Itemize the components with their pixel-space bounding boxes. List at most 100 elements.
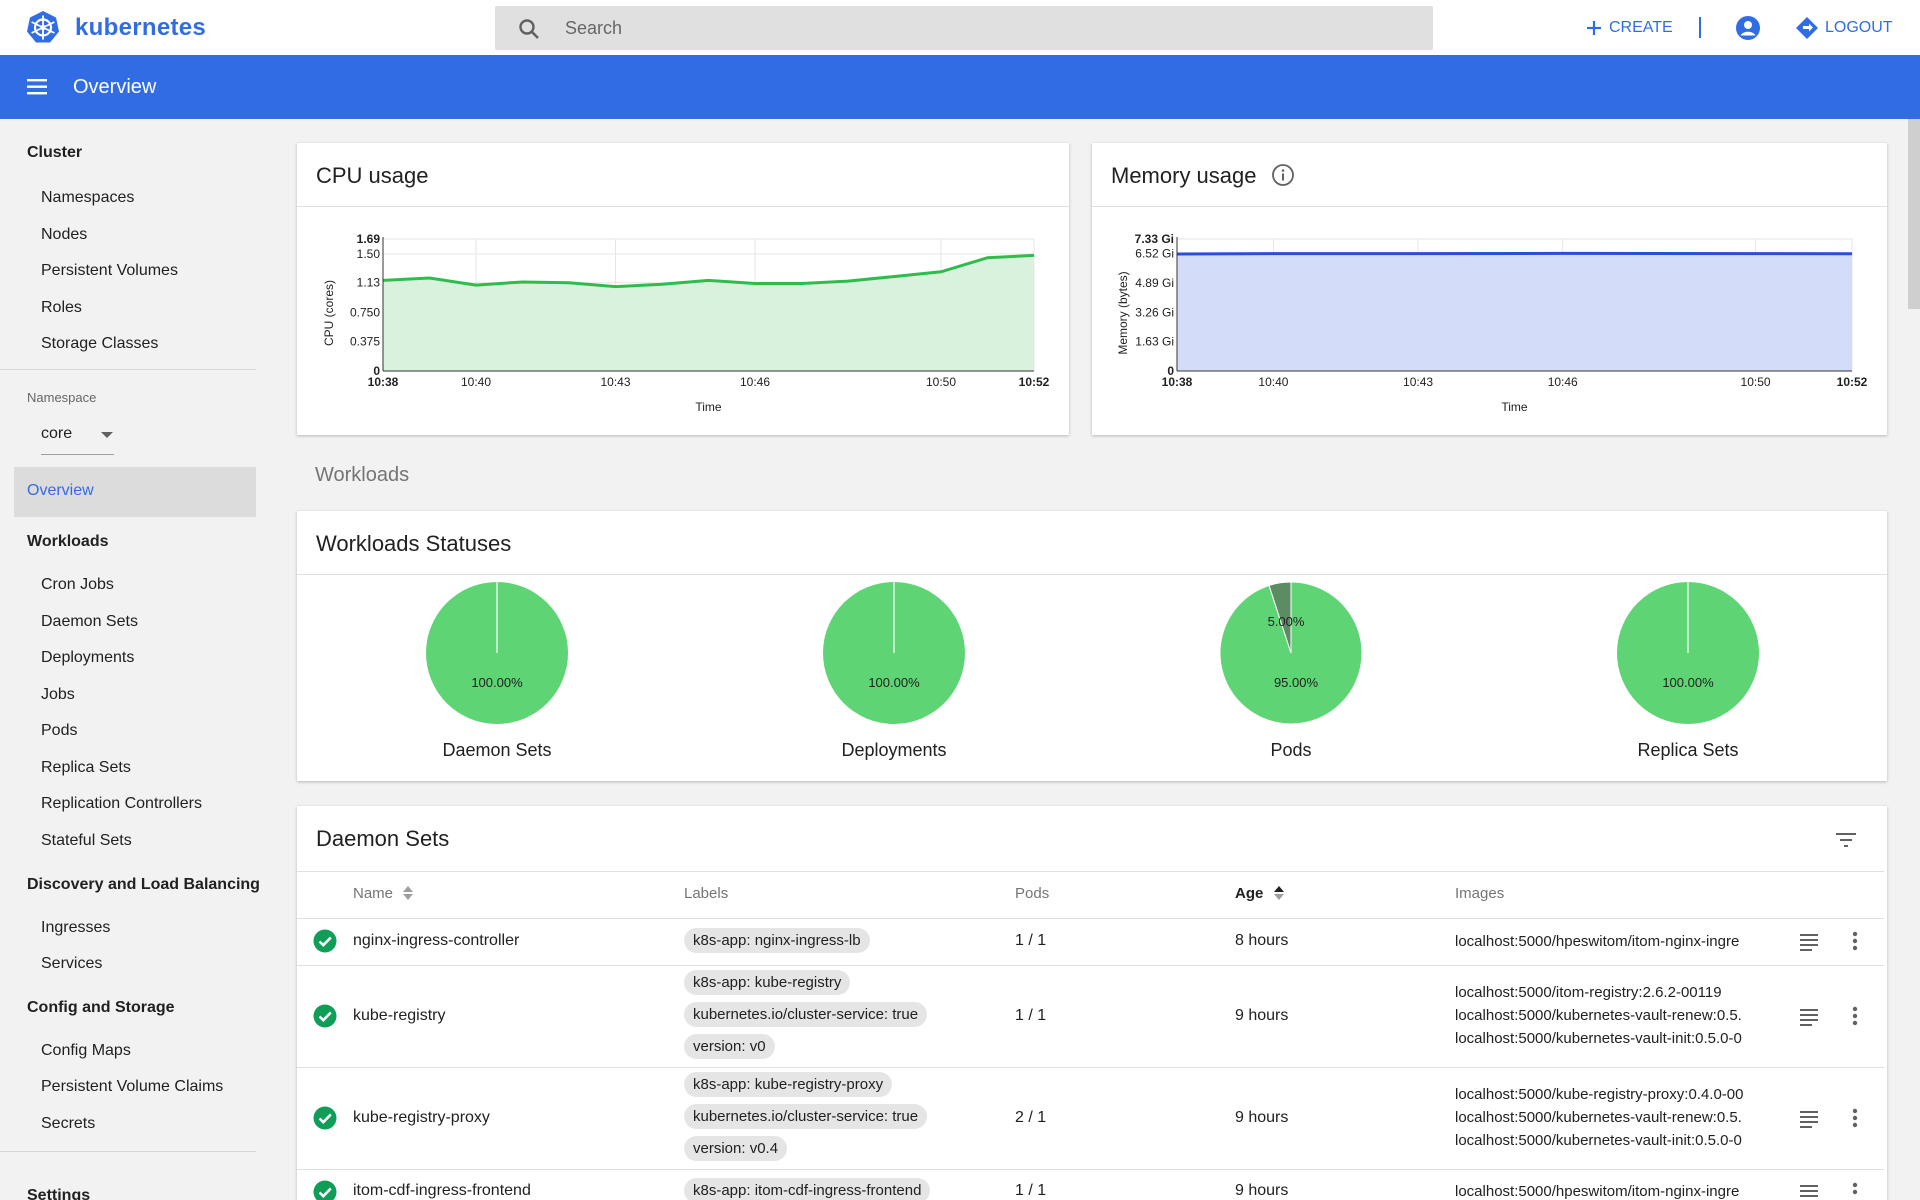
logout-label: LOGOUT	[1825, 19, 1893, 36]
y-tick-label: 0	[1167, 364, 1174, 378]
pie-caption-replica-sets: Replica Sets	[1637, 740, 1739, 760]
label-chip: version: v0.4	[684, 1136, 788, 1161]
nav-item-services[interactable]: Services	[41, 955, 103, 972]
success-check-icon	[313, 1180, 337, 1200]
nav-settings-heading[interactable]: Settings	[27, 1187, 91, 1200]
daemon-set-name-link[interactable]: kube-registry	[353, 1007, 446, 1024]
nav-item-config-maps[interactable]: Config Maps	[41, 1042, 131, 1059]
table-divider	[297, 871, 1884, 872]
more-vert-icon[interactable]	[1843, 929, 1867, 953]
dropdown-caret-icon	[101, 432, 113, 438]
workloads-statuses-card: Workloads Statuses 100.00% 100.00% 95.00…	[297, 511, 1887, 781]
sidebar: Cluster Namespaces Nodes Persistent Volu…	[0, 119, 270, 1200]
success-check-icon	[313, 1106, 337, 1130]
nav-config-heading[interactable]: Config and Storage	[27, 999, 175, 1016]
y-tick-label: 1.63 Gi	[1135, 335, 1174, 349]
nav-cluster-heading[interactable]: Cluster	[27, 144, 83, 161]
pie-slice-label: 100.00%	[1662, 675, 1714, 690]
pie-caption-deployments: Deployments	[841, 740, 947, 760]
namespace-label: Namespace	[27, 390, 97, 405]
x-tick-label: 10:50	[926, 375, 956, 389]
logs-icon[interactable]	[1797, 929, 1821, 953]
pods-count: 1 / 1	[1015, 1182, 1047, 1199]
nav-item-roles[interactable]: Roles	[41, 299, 82, 316]
daemon-sets-title: Daemon Sets	[316, 826, 450, 851]
column-header-name-label: Name	[353, 885, 394, 902]
logs-icon[interactable]	[1797, 1106, 1821, 1130]
table-divider	[297, 965, 1884, 966]
nav-item-pods[interactable]: Pods	[41, 722, 78, 739]
nav-discovery-heading[interactable]: Discovery and Load Balancing	[27, 876, 260, 893]
y-tick-label: 1.13	[357, 276, 381, 290]
logs-icon[interactable]	[1797, 1004, 1821, 1028]
image-name: localhost:5000/kubernetes-vault-init:0.5…	[1455, 1132, 1742, 1149]
pods-pie-chart[interactable]: 95.00% 5.00%	[1211, 579, 1371, 727]
daemon-set-name-link[interactable]: itom-cdf-ingress-frontend	[353, 1182, 531, 1199]
cpu-usage-card: CPU usage 0 0.375 0.750 1.13 1.50 1.69 10:38 10…	[297, 143, 1069, 435]
search-input[interactable]	[565, 6, 1405, 50]
y-tick-label: 7.33 Gi	[1135, 232, 1174, 246]
nav-item-storage-classes[interactable]: Storage Classes	[41, 335, 159, 352]
card-divider	[297, 574, 1887, 575]
nav-workloads-heading[interactable]: Workloads	[27, 533, 109, 550]
brand-name[interactable]: kubernetes	[75, 14, 207, 41]
account-circle-icon[interactable]	[1735, 15, 1761, 41]
label-chip: version: v0	[684, 1034, 775, 1059]
nav-item-persistent-volumes[interactable]: Persistent Volumes	[41, 262, 178, 279]
pie-slice-label: 95.00%	[1274, 675, 1319, 690]
top-bar: kubernetes CREATE LOGOUT	[0, 0, 1920, 55]
daemon-sets-pie-chart[interactable]: 100.00%	[417, 579, 577, 727]
scrollbar-thumb[interactable]	[1908, 119, 1920, 309]
filter-icon[interactable]	[1834, 828, 1858, 852]
pods-count: 1 / 1	[1015, 932, 1047, 949]
column-header-age[interactable]: Age	[1235, 885, 1285, 902]
kubernetes-logo-icon[interactable]	[26, 10, 60, 44]
x-tick-label: 10:40	[1258, 375, 1288, 389]
pods-count: 1 / 1	[1015, 1007, 1047, 1024]
success-check-icon	[313, 1004, 337, 1028]
table-divider	[297, 918, 1884, 919]
create-button[interactable]: CREATE	[1585, 15, 1673, 41]
more-vert-icon[interactable]	[1843, 1180, 1867, 1200]
nav-item-namespaces[interactable]: Namespaces	[41, 189, 135, 206]
nav-item-nodes[interactable]: Nodes	[41, 226, 88, 243]
nav-item-daemon-sets[interactable]: Daemon Sets	[41, 613, 138, 630]
y-tick-label: 0.750	[350, 305, 380, 319]
nav-item-deployments[interactable]: Deployments	[41, 649, 135, 666]
more-vert-icon[interactable]	[1843, 1106, 1867, 1130]
daemon-set-name-link[interactable]: nginx-ingress-controller	[353, 932, 520, 949]
page-scrollbar[interactable]	[1908, 119, 1920, 1200]
nav-item-secrets[interactable]: Secrets	[41, 1115, 96, 1132]
pie-slice-label: 100.00%	[868, 675, 920, 690]
cpu-usage-chart[interactable]: 0 0.375 0.750 1.13 1.501.69 10:38 10:40 10:43 10…	[297, 207, 1069, 435]
nav-item-stateful-sets[interactable]: Stateful Sets	[41, 832, 132, 849]
age-value: 9 hours	[1235, 1007, 1289, 1024]
y-tick-label: 4.89 Gi	[1135, 276, 1174, 290]
replica-sets-pie-chart[interactable]: 100.00%	[1608, 579, 1768, 727]
image-name: localhost:5000/kubernetes-vault-init:0.5…	[1455, 1030, 1742, 1047]
nav-item-ingresses[interactable]: Ingresses	[41, 919, 111, 936]
sort-icon	[1273, 886, 1284, 900]
column-header-name[interactable]: Name	[353, 885, 414, 902]
nav-item-cron-jobs[interactable]: Cron Jobs	[41, 576, 114, 593]
daemon-set-name-link[interactable]: kube-registry-proxy	[353, 1109, 490, 1126]
hamburger-menu-icon[interactable]	[26, 76, 50, 98]
memory-usage-card: Memory usage 0 1.63 Gi 3.26 Gi 4.89 Gi 6.52 …	[1092, 143, 1887, 435]
logout-button[interactable]: LOGOUT	[1795, 15, 1893, 41]
logs-icon[interactable]	[1797, 1180, 1821, 1200]
search-bar[interactable]	[495, 6, 1433, 50]
memory-usage-chart[interactable]: 0 1.63 Gi 3.26 Gi 4.89 Gi 6.52 Gi7.33 Gi 10:3…	[1092, 207, 1887, 435]
y-axis-title: CPU (cores)	[322, 280, 336, 346]
nav-item-persistent-volume-claims[interactable]: Persistent Volume Claims	[41, 1078, 224, 1095]
pie-slice	[1268, 581, 1292, 654]
namespace-select[interactable]: core	[41, 419, 114, 455]
table-divider	[297, 1067, 1884, 1068]
more-vert-icon[interactable]	[1843, 1004, 1867, 1028]
nav-item-overview[interactable]: Overview	[14, 467, 256, 517]
nav-item-jobs[interactable]: Jobs	[41, 686, 75, 703]
info-icon[interactable]	[1271, 163, 1295, 187]
sort-icon	[403, 886, 414, 900]
nav-item-replica-sets[interactable]: Replica Sets	[41, 759, 131, 776]
nav-item-replication-controllers[interactable]: Replication Controllers	[41, 795, 202, 812]
deployments-pie-chart[interactable]: 100.00%	[814, 579, 974, 727]
